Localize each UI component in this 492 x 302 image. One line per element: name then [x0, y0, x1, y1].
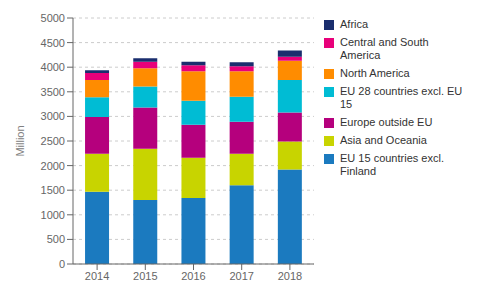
svg-text:5000: 5000	[41, 12, 65, 24]
svg-text:2017: 2017	[229, 270, 253, 282]
html-text:North America: North America	[340, 67, 410, 79]
svg-text:3000: 3000	[41, 110, 65, 122]
svg-text:2015: 2015	[133, 270, 157, 282]
html-text:EU 15 countries excl. Finland: EU 15 countries excl. Finland	[340, 152, 444, 177]
html-text:Africa: Africa	[340, 18, 369, 30]
svg-text:3500: 3500	[41, 86, 65, 98]
svg-text:500: 500	[47, 233, 65, 245]
svg-text:1500: 1500	[41, 184, 65, 196]
svg-text:2000: 2000	[41, 160, 65, 172]
svg-text:1000: 1000	[41, 209, 65, 221]
html-text:Asia and Oceania: Asia and Oceania	[340, 134, 427, 146]
svg-text:4500: 4500	[41, 37, 65, 49]
svg-text:2500: 2500	[41, 135, 65, 147]
svg-text:2016: 2016	[181, 270, 205, 282]
html-text:EU 28 countries excl. EU 15: EU 28 countries excl. EU 15	[340, 85, 463, 110]
html-text:Central and South America: Central and South America	[340, 36, 429, 61]
svg-text:Million: Million	[14, 125, 26, 156]
svg-text:2014: 2014	[85, 270, 109, 282]
html-text:Europe outside EU: Europe outside EU	[340, 116, 433, 128]
svg-text:2018: 2018	[278, 270, 302, 282]
svg-text:0: 0	[59, 258, 65, 270]
svg-text:4000: 4000	[41, 61, 65, 73]
